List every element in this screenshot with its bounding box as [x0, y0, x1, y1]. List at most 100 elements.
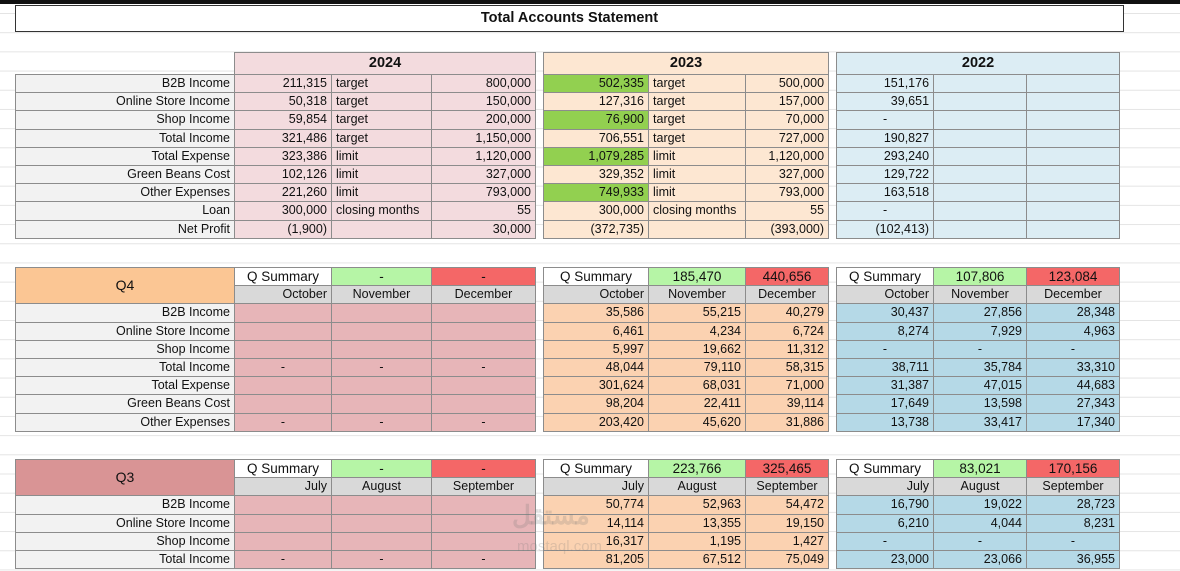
month-value-2024[interactable] [234, 531, 332, 551]
goal-2024[interactable]: 200,000 [430, 110, 537, 130]
month-value-2024[interactable] [234, 339, 332, 359]
month-value-2023[interactable]: 50,774 [543, 495, 649, 515]
kind-2023[interactable]: target [648, 110, 747, 130]
goal-2023[interactable]: 327,000 [745, 164, 830, 185]
kind-2023[interactable]: closing months [648, 201, 747, 221]
month-value-2022[interactable]: 17,340 [1026, 412, 1120, 432]
value-2022[interactable]: (102,413) [836, 219, 935, 239]
row-label[interactable]: Shop Income [15, 531, 235, 551]
month-value-2023[interactable]: 52,963 [648, 495, 746, 515]
cell[interactable] [933, 92, 1028, 112]
month-value-2023[interactable]: 55,215 [648, 303, 746, 323]
month-value-2022[interactable]: 8,274 [836, 321, 934, 341]
month-value-2022[interactable]: 13,598 [933, 394, 1027, 414]
row-label[interactable]: B2B Income [15, 73, 235, 94]
row-label[interactable]: Total Expense [15, 376, 235, 396]
row-label[interactable]: Total Income [15, 128, 235, 148]
month-value-2022[interactable]: 6,210 [836, 513, 934, 533]
month-header[interactable]: September [1026, 477, 1120, 497]
month-value-2023[interactable]: 67,512 [648, 549, 746, 570]
month-value-2023[interactable]: 4,234 [648, 321, 746, 341]
cell[interactable] [1026, 146, 1121, 166]
kind-2023[interactable]: limit [648, 183, 747, 203]
kind-2023[interactable] [648, 219, 747, 239]
value-2024[interactable]: 323,386 [234, 146, 332, 166]
kind-2024[interactable]: limit [331, 146, 432, 166]
cell[interactable] [933, 146, 1028, 166]
value-2024[interactable]: 59,854 [234, 110, 332, 130]
month-header[interactable]: July [543, 477, 649, 497]
month-header[interactable]: October [836, 285, 934, 305]
value-2023[interactable]: 502,335 [543, 73, 650, 94]
value-2023[interactable]: 706,551 [543, 128, 650, 148]
value-2024[interactable]: 321,486 [234, 128, 332, 148]
q-summary-positive-2023[interactable]: 185,470 [648, 266, 746, 287]
value-2022[interactable]: 293,240 [836, 146, 935, 166]
month-header[interactable]: December [431, 285, 536, 305]
month-value-2024[interactable] [234, 495, 332, 515]
cell[interactable] [1026, 201, 1121, 221]
month-value-2023[interactable]: 58,315 [745, 357, 829, 378]
row-label[interactable]: Online Store Income [15, 513, 235, 533]
month-value-2022[interactable]: 17,649 [836, 394, 934, 414]
cell[interactable] [1026, 110, 1121, 130]
month-value-2022[interactable]: - [933, 531, 1027, 551]
value-2022[interactable]: - [836, 110, 935, 130]
month-value-2024[interactable] [331, 531, 432, 551]
month-value-2022[interactable]: - [1026, 339, 1120, 359]
month-value-2023[interactable]: 35,586 [543, 303, 649, 323]
month-value-2024[interactable] [234, 376, 332, 396]
q-summary-positive-2024[interactable]: - [331, 458, 432, 479]
value-2024[interactable]: 300,000 [234, 201, 332, 221]
month-value-2022[interactable]: 19,022 [933, 495, 1027, 515]
q-summary-label[interactable]: Q Summary [234, 458, 332, 479]
month-value-2024[interactable] [431, 339, 536, 359]
value-2022[interactable]: 151,176 [836, 73, 935, 94]
month-value-2024[interactable] [234, 303, 332, 323]
month-value-2024[interactable] [331, 339, 432, 359]
month-value-2023[interactable]: 19,150 [745, 513, 829, 533]
month-value-2022[interactable]: 4,963 [1026, 321, 1120, 341]
month-value-2024[interactable]: - [234, 549, 332, 570]
year-header-2024[interactable]: 2024 [233, 52, 537, 75]
kind-2024[interactable]: limit [331, 183, 432, 203]
month-value-2023[interactable]: 6,461 [543, 321, 649, 341]
month-value-2022[interactable]: 33,310 [1026, 357, 1120, 378]
month-value-2022[interactable]: 28,723 [1026, 495, 1120, 515]
goal-2023[interactable]: 70,000 [745, 110, 830, 130]
month-value-2023[interactable]: 39,114 [745, 394, 829, 414]
cell[interactable] [933, 110, 1028, 130]
value-2023[interactable]: 749,933 [543, 183, 650, 203]
month-header[interactable]: August [331, 477, 432, 497]
value-2023[interactable]: (372,735) [543, 219, 650, 239]
value-2022[interactable]: 163,518 [836, 183, 935, 203]
month-header[interactable]: December [745, 285, 829, 305]
value-2023[interactable]: 300,000 [543, 201, 650, 221]
month-value-2023[interactable]: 19,662 [648, 339, 746, 359]
goal-2024[interactable]: 1,150,000 [430, 128, 537, 148]
month-header[interactable]: October [234, 285, 332, 305]
row-label[interactable]: Shop Income [15, 339, 235, 359]
row-label[interactable]: Green Beans Cost [15, 394, 235, 414]
month-value-2023[interactable]: 45,620 [648, 412, 746, 432]
month-value-2023[interactable]: 79,110 [648, 357, 746, 378]
goal-2023[interactable]: 793,000 [745, 183, 830, 203]
month-value-2024[interactable]: - [431, 412, 536, 432]
goal-2024[interactable]: 55 [430, 201, 537, 221]
cell[interactable] [1026, 92, 1121, 112]
month-value-2024[interactable] [331, 394, 432, 414]
value-2022[interactable]: 190,827 [836, 128, 935, 148]
month-header[interactable]: September [745, 477, 829, 497]
kind-2024[interactable]: target [331, 92, 432, 112]
month-value-2023[interactable]: 40,279 [745, 303, 829, 323]
row-label[interactable]: Online Store Income [15, 321, 235, 341]
month-header[interactable]: July [234, 477, 332, 497]
q4-label[interactable]: Q4 [15, 266, 235, 305]
q-summary-label[interactable]: Q Summary [234, 266, 332, 287]
month-header[interactable]: November [331, 285, 432, 305]
month-value-2024[interactable]: - [331, 549, 432, 570]
month-value-2023[interactable]: 13,355 [648, 513, 746, 533]
month-value-2024[interactable] [431, 303, 536, 323]
cell[interactable] [1026, 73, 1121, 94]
kind-2024[interactable]: limit [331, 164, 432, 185]
